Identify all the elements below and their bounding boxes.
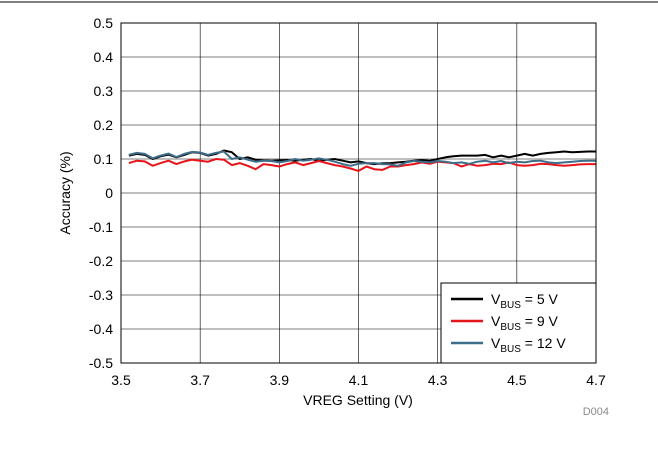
series-line-2	[128, 158, 596, 172]
y-axis-label: Accuracy (%)	[57, 151, 73, 234]
x-tick-label: 4.7	[586, 372, 606, 388]
y-tick-label: 0.1	[94, 151, 114, 167]
y-tick-label: 0.5	[94, 15, 114, 31]
legend-label: VBUS = 5 V	[491, 291, 559, 311]
legend-label-sub: BUS	[500, 300, 521, 311]
x-tick-labels: 3.5 3.7 3.9 4.1 4.3 4.5 4.7	[111, 372, 606, 388]
legend-box	[440, 282, 597, 364]
x-tick-label: 3.9	[270, 372, 290, 388]
y-tick-label: 0.3	[94, 83, 114, 99]
legend-label-suffix: = 12 V	[521, 335, 566, 351]
y-tick-labels: 0.5 0.4 0.3 0.2 0.1 0 -0.1 -0.2 -0.3 -0.4 -0.5	[89, 15, 113, 371]
x-tick-label: 3.5	[111, 372, 131, 388]
x-tick-label: 4.5	[507, 372, 527, 388]
legend-label-suffix: = 5 V	[521, 291, 559, 307]
legend-label-prefix: V	[491, 313, 501, 329]
y-tick-label: -0.5	[89, 355, 113, 371]
legend-label-prefix: V	[491, 335, 501, 351]
y-tick-label: -0.3	[89, 287, 113, 303]
x-axis-label: VREG Setting (V)	[303, 392, 413, 408]
y-tick-label: 0.2	[94, 117, 114, 133]
series-group	[128, 149, 596, 172]
y-tick-label: 0.4	[94, 49, 114, 65]
watermark-label: D004	[583, 406, 609, 418]
legend-label-sub: BUS	[500, 344, 521, 355]
legend-label-sub: BUS	[500, 322, 521, 333]
x-tick-label: 4.3	[428, 372, 448, 388]
y-tick-label: -0.2	[89, 253, 113, 269]
plot-frame	[120, 22, 597, 364]
legend-label: VBUS = 12 V	[491, 335, 566, 355]
legend-label-prefix: V	[491, 291, 501, 307]
y-tick-label: -0.1	[89, 219, 113, 235]
y-tick-label: -0.4	[89, 321, 113, 337]
y-tick-label: 0	[105, 185, 113, 201]
x-tick-label: 4.1	[349, 372, 369, 388]
legend-label-suffix: = 9 V	[521, 313, 559, 329]
series-line-3	[128, 150, 596, 167]
x-tick-label: 3.7	[190, 372, 210, 388]
legend-label: VBUS = 9 V	[491, 313, 559, 333]
